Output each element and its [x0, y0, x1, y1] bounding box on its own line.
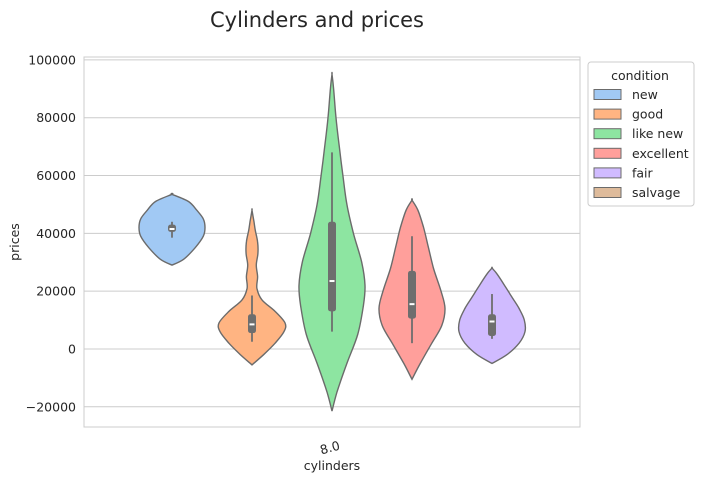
y-tick-label: 40000: [36, 226, 76, 241]
legend: condition new good like new excellent fair sa…: [587, 61, 695, 207]
violin-new: [138, 192, 206, 266]
violin-iqr-box: [408, 270, 416, 319]
x-tick-label: 8.0: [318, 438, 341, 458]
legend-swatch: [593, 89, 622, 100]
legend-item: salvage: [593, 185, 681, 200]
legend-swatch: [593, 147, 622, 159]
legend-item: good: [593, 107, 663, 122]
legend-item: new: [593, 87, 658, 102]
plot-frame: [83, 56, 581, 428]
legend-swatch: [593, 187, 622, 198]
violins: [138, 71, 527, 412]
y-axis-ticks: −20000 0 20000 40000 60000 80000 100000: [26, 52, 76, 414]
violin-body: [217, 208, 287, 366]
y-tick-label: 60000: [36, 168, 76, 183]
legend-label: new: [632, 87, 658, 102]
violin-excellent: [378, 198, 446, 381]
legend-label: good: [632, 107, 663, 122]
y-tick-label: 100000: [28, 52, 76, 67]
violin-fair: [457, 266, 527, 365]
y-tick-label: −20000: [26, 399, 76, 414]
violin-iqr-box: [488, 314, 496, 336]
y-axis-label: prices: [7, 223, 22, 261]
legend-swatch: [593, 167, 622, 179]
legend-label: fair: [632, 165, 654, 180]
legend-label: like new: [632, 126, 683, 141]
y-tick-label: 0: [68, 341, 76, 356]
violin-like-new: [298, 71, 366, 412]
legend-swatch: [593, 128, 622, 140]
legend-item: fair: [593, 165, 654, 180]
legend-label: salvage: [632, 185, 681, 200]
legend-item: excellent: [593, 146, 689, 161]
violin-good: [217, 208, 287, 366]
violin-iqr-box: [328, 221, 336, 312]
legend-label: excellent: [632, 146, 689, 161]
legend-item: like new: [593, 126, 683, 141]
y-tick-label: 20000: [36, 284, 76, 299]
legend-items: new good like new excellent fair salvage: [593, 87, 689, 200]
legend-swatch: [593, 108, 622, 120]
legend-title: condition: [611, 68, 669, 83]
y-tick-label: 80000: [36, 110, 76, 125]
chart-title: Cylinders and prices: [210, 8, 424, 32]
x-axis-label: cylinders: [304, 458, 360, 473]
